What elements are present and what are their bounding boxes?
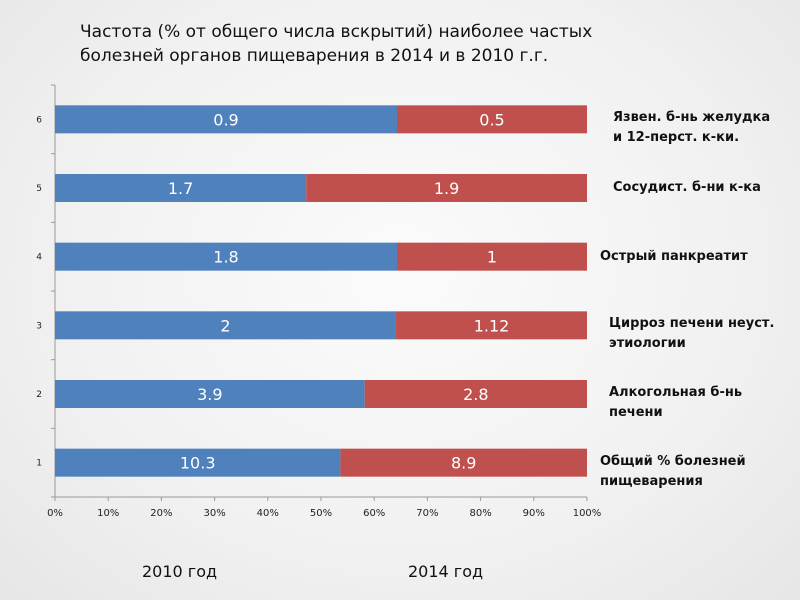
data-label-2010: 1.8 [213, 248, 238, 267]
x-tick-label: 0% [47, 508, 63, 519]
category-label: Сосудист. б-ни к-ка [613, 178, 761, 198]
data-label-2014: 1 [487, 248, 497, 267]
category-label: Цирроз печени неуст. этиологии [609, 314, 774, 354]
category-label-line: Цирроз печени неуст. [609, 316, 775, 332]
category-label-line: Алкогольная б-нь [609, 385, 743, 400]
category-label-line: этиологии [609, 336, 686, 352]
bar-2014 [340, 448, 587, 477]
x-tick-label: 70% [416, 508, 438, 519]
x-tick-label: 100% [573, 508, 602, 519]
x-tick-label: 10% [97, 508, 119, 519]
data-label-2010: 0.9 [213, 110, 238, 129]
category-label-line: печени [609, 405, 663, 420]
bar-2010 [55, 380, 365, 408]
x-tick-label: 40% [257, 508, 279, 519]
category-label-line: Сосудист. б-ни к-ка [613, 180, 761, 195]
data-label-2014: 1.12 [474, 316, 510, 335]
x-tick-label: 50% [310, 508, 332, 519]
bar-2010 [55, 311, 397, 340]
bar-2014 [397, 242, 587, 271]
category-label: Алкогольная б-нь печени [609, 383, 742, 423]
chart-title-line-2: болезней органов пищеварения в 2014 и в … [80, 46, 549, 66]
bar-2014 [306, 174, 587, 202]
category-label: Общий % болезней пищеварения [600, 452, 746, 492]
data-label-2010: 1.7 [168, 179, 193, 198]
bar-2014 [396, 311, 587, 340]
data-label-2014: 1.9 [434, 179, 459, 198]
category-label-line: пищеварения [600, 473, 703, 489]
category-label-line: Общий % болезней [600, 453, 746, 469]
y-tick-label: 3 [36, 321, 42, 331]
x-tick-label: 30% [203, 508, 225, 519]
series-label-2014: 2014 год [408, 562, 484, 581]
y-tick-label: 4 [36, 253, 42, 263]
data-label-2010: 10.3 [180, 454, 216, 473]
data-label-2010: 3.9 [197, 385, 222, 404]
data-label-2010: 2 [220, 316, 230, 335]
bar-2010 [55, 174, 307, 202]
y-tick-label: 5 [36, 184, 42, 194]
bar-2010 [55, 105, 397, 134]
y-tick-label: 2 [36, 390, 42, 400]
category-label-line: и 12-перст. к-ки. [613, 130, 740, 146]
chart-title: Частота (% от общего числа вскрытий) наи… [80, 20, 640, 68]
x-tick-label: 20% [150, 508, 172, 519]
bar-2010 [55, 448, 341, 477]
category-label: Острый панкреатит [600, 247, 748, 267]
y-tick-label: 1 [36, 459, 42, 469]
bar-2010 [55, 242, 397, 271]
x-tick-label: 90% [523, 508, 545, 519]
x-tick-label: 60% [363, 508, 385, 519]
category-label-line: Острый панкреатит [600, 248, 748, 264]
y-tick-label: 6 [36, 115, 42, 125]
category-label: Язвен. б-нь желудка и 12-перст. к-ки. [613, 108, 770, 148]
category-label-line: Язвен. б-нь желудка [613, 110, 771, 126]
data-label-2014: 8.9 [451, 454, 476, 473]
x-tick-label: 80% [469, 508, 491, 519]
data-label-2014: 2.8 [463, 385, 488, 404]
bar-2014 [397, 105, 587, 134]
chart-title-line-1: Частота (% от общего числа вскрытий) наи… [80, 22, 593, 42]
series-label-2010: 2010 год [142, 562, 218, 581]
bar-2014 [364, 380, 587, 408]
data-label-2014: 0.5 [479, 110, 504, 129]
